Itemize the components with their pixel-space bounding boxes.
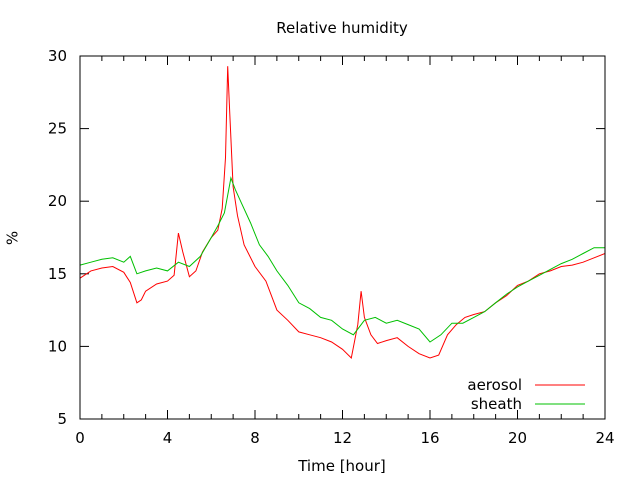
chart-title: Relative humidity	[276, 19, 408, 37]
y-tick-label: 20	[48, 192, 67, 210]
x-tick-label: 12	[333, 429, 352, 447]
series-line-aerosol	[79, 66, 606, 360]
x-tick-label: 16	[420, 429, 439, 447]
y-tick-label: 10	[48, 337, 67, 355]
axis-ticks: 0 4 8 12 16 20 24 5 10 15 20 25 30	[48, 47, 615, 447]
x-axis-label: Time [hour]	[297, 457, 386, 475]
x-tick-label: 4	[163, 429, 173, 447]
y-tick-label: 30	[48, 47, 67, 65]
legend-label-aerosol: aerosol	[467, 376, 522, 394]
series-layer	[79, 66, 606, 360]
series-line-sheath	[79, 176, 605, 343]
x-tick-label: 24	[595, 429, 614, 447]
x-tick-label: 8	[250, 429, 260, 447]
y-tick-label: 5	[57, 410, 67, 428]
plot-frame	[79, 55, 606, 420]
y-axis-label: %	[4, 231, 22, 245]
y-tick-label: 15	[48, 265, 67, 283]
x-tick-label: 20	[508, 429, 527, 447]
legend-label-sheath: sheath	[471, 395, 522, 413]
x-tick-label: 0	[75, 429, 85, 447]
y-tick-label: 25	[48, 120, 67, 138]
